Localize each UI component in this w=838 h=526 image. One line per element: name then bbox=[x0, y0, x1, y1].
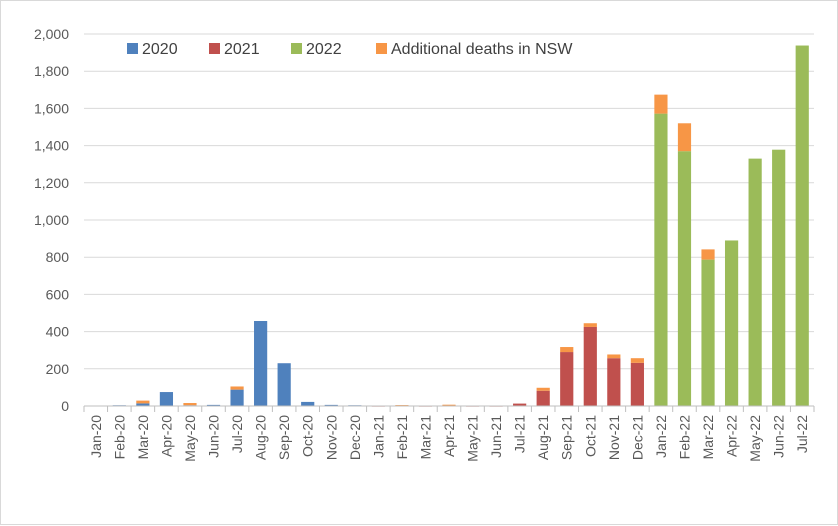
y-tick-label: 0 bbox=[61, 398, 69, 414]
bar-segment bbox=[724, 240, 739, 406]
x-tick-label: Apr-22 bbox=[724, 415, 740, 457]
bar-segment bbox=[230, 389, 244, 406]
x-tick-label: Mar-21 bbox=[417, 415, 433, 460]
y-tick-label: 400 bbox=[46, 324, 70, 340]
bar-segment bbox=[607, 354, 621, 359]
bar-segment bbox=[560, 347, 574, 353]
bar-segment bbox=[677, 123, 692, 152]
bar-segment bbox=[701, 259, 715, 406]
x-tick-label: Jun-22 bbox=[771, 415, 787, 458]
bar-segment bbox=[748, 158, 762, 406]
x-tick-label: Apr-20 bbox=[158, 415, 174, 457]
y-tick-label: 1,200 bbox=[34, 175, 69, 191]
bar-segment bbox=[607, 358, 621, 406]
x-tick-label: Apr-21 bbox=[441, 415, 457, 457]
bar-segment bbox=[301, 401, 315, 406]
x-tick-label: May-21 bbox=[465, 415, 481, 462]
x-tick-label: Dec-21 bbox=[629, 415, 645, 460]
bar-segment bbox=[183, 403, 197, 406]
bar-segment bbox=[654, 94, 668, 114]
x-tick-label: Jan-22 bbox=[653, 415, 669, 458]
bar-segment bbox=[159, 392, 174, 406]
y-tick-label: 800 bbox=[46, 249, 70, 265]
bar-segment bbox=[442, 404, 456, 406]
bar-segment bbox=[583, 326, 597, 406]
y-tick-label: 1,800 bbox=[34, 63, 69, 79]
bar-segment bbox=[136, 400, 150, 404]
bar-segment bbox=[630, 358, 644, 363]
x-tick-label: Sep-20 bbox=[276, 415, 292, 460]
bar-segment bbox=[677, 151, 692, 406]
y-tick-label: 200 bbox=[46, 361, 70, 377]
legend-swatch bbox=[376, 43, 387, 54]
gridlines bbox=[84, 33, 814, 370]
legend-swatch bbox=[291, 43, 302, 54]
bar-segment bbox=[795, 45, 809, 406]
x-tick-label: Feb-22 bbox=[676, 415, 692, 460]
x-tick-label: Oct-21 bbox=[582, 415, 598, 457]
y-tick-label: 1,600 bbox=[34, 100, 69, 116]
bar-segment bbox=[630, 362, 644, 406]
bar-segment bbox=[701, 249, 715, 260]
legend-label: 2020 bbox=[142, 41, 178, 58]
y-tick-label: 2,000 bbox=[34, 26, 69, 42]
legend-swatch bbox=[209, 43, 220, 54]
x-tick-label: Jul-20 bbox=[229, 415, 245, 453]
x-tick-label: Feb-21 bbox=[394, 415, 410, 460]
x-tick-label: May-22 bbox=[747, 415, 763, 462]
legend-swatch bbox=[127, 43, 138, 54]
x-tick-label: Mar-20 bbox=[135, 415, 151, 460]
x-tick-label: Nov-20 bbox=[323, 415, 339, 460]
x-tick-label: Aug-20 bbox=[253, 415, 269, 460]
x-tick-label: Jul-21 bbox=[512, 415, 528, 453]
x-tick-label: Jun-20 bbox=[206, 415, 222, 458]
axes: 0 200 400 600 800 1,000 1,200 1,400 1,600 1,800 2,… bbox=[34, 26, 815, 462]
x-tick-label: Feb-20 bbox=[111, 415, 127, 460]
bar-segment bbox=[254, 320, 268, 406]
y-tick-label: 1,000 bbox=[34, 212, 69, 228]
x-tick-label: Jan-20 bbox=[88, 415, 104, 458]
bar-segment bbox=[136, 403, 150, 406]
x-tick-label: Sep-21 bbox=[559, 415, 575, 460]
x-tick-label: Nov-21 bbox=[606, 415, 622, 460]
bar-segment bbox=[513, 403, 527, 406]
x-tick-label: Dec-20 bbox=[347, 415, 363, 460]
x-tick-label: Oct-20 bbox=[300, 415, 316, 457]
bar-segment bbox=[772, 149, 786, 406]
bars bbox=[112, 45, 809, 407]
bar-segment bbox=[536, 390, 550, 406]
x-tick-label: Jan-21 bbox=[370, 415, 386, 458]
x-tick-label: May-20 bbox=[182, 415, 198, 462]
bar-segment bbox=[654, 113, 668, 406]
legend-label: 2021 bbox=[224, 41, 260, 58]
x-tick-label: Aug-21 bbox=[535, 415, 551, 460]
bar-segment bbox=[230, 386, 244, 390]
bar-segment bbox=[583, 323, 597, 327]
bar-segment bbox=[206, 404, 221, 406]
legend: 2020 2021 2022 Additional deaths in NSW bbox=[127, 41, 573, 58]
bar-segment bbox=[560, 352, 574, 406]
y-tick-label: 1,400 bbox=[34, 138, 69, 154]
bar-segment bbox=[277, 363, 291, 406]
legend-label: Additional deaths in NSW bbox=[391, 41, 573, 58]
y-tick-label: 600 bbox=[46, 286, 70, 302]
legend-label: 2022 bbox=[306, 41, 342, 58]
bar-segment bbox=[324, 404, 338, 406]
x-tick-label: Jun-21 bbox=[488, 415, 504, 458]
x-tick-label: Jul-22 bbox=[794, 415, 810, 453]
bar-segment bbox=[536, 387, 550, 391]
x-tick-label: Mar-22 bbox=[700, 415, 716, 460]
